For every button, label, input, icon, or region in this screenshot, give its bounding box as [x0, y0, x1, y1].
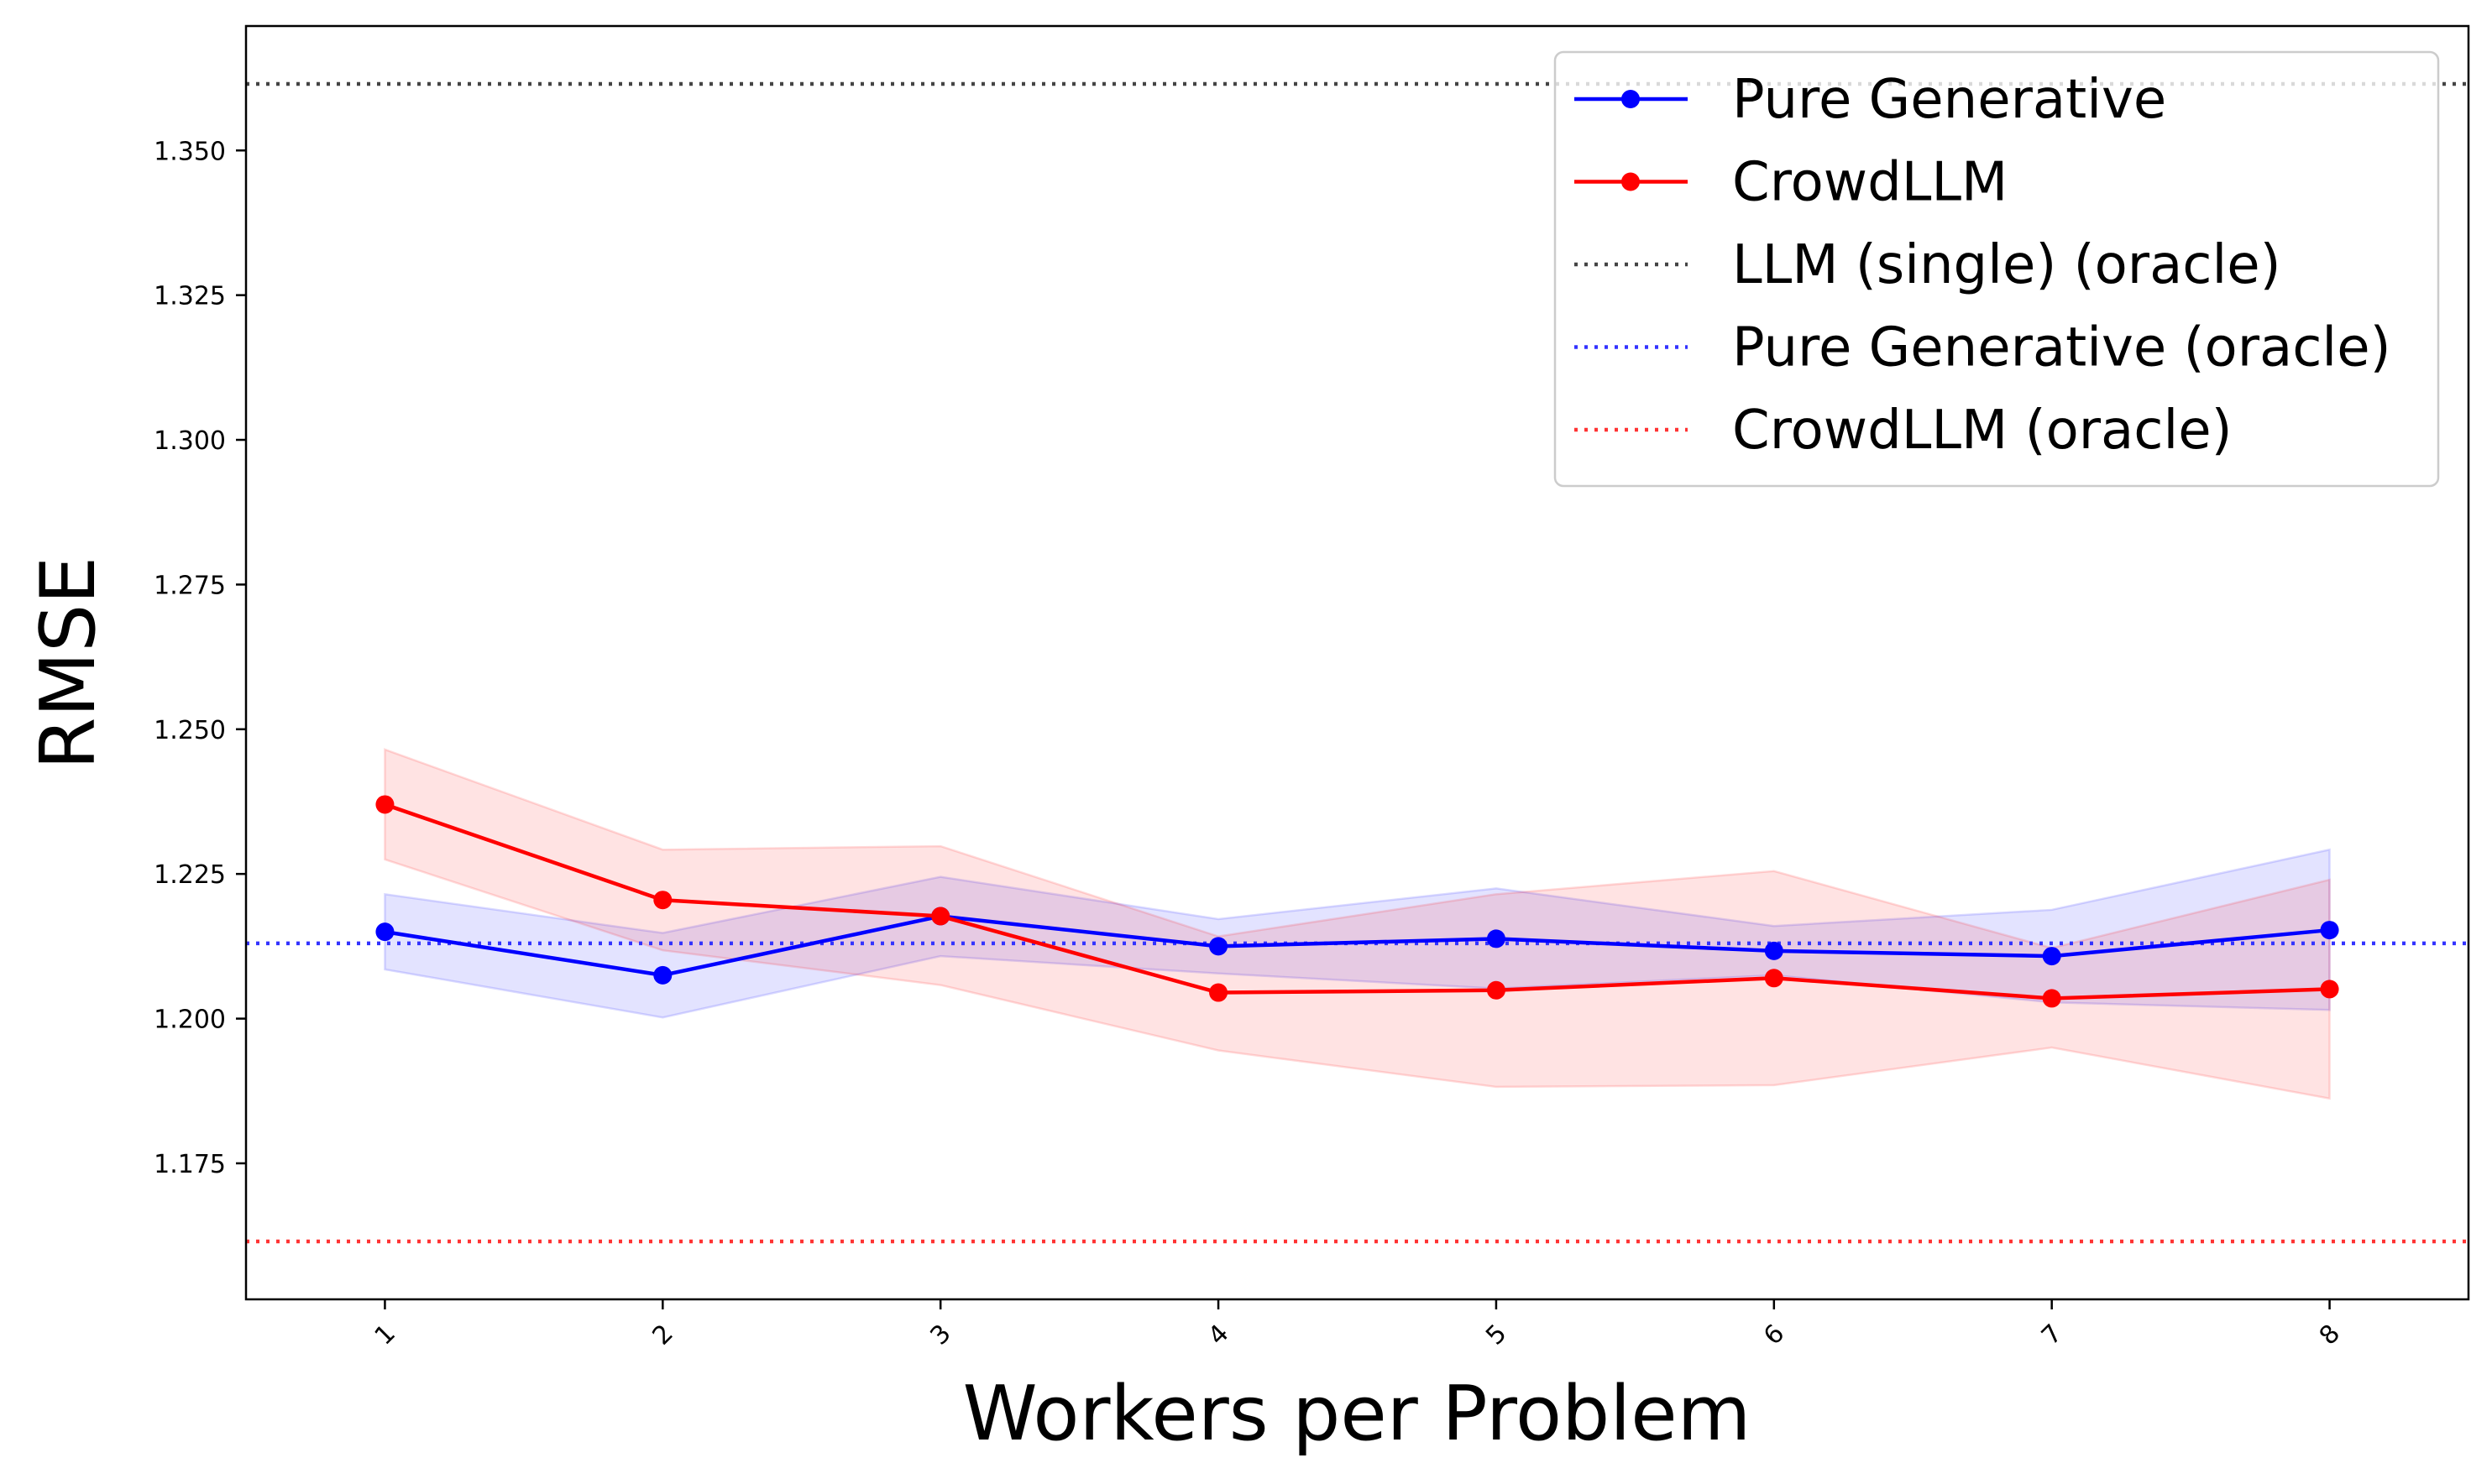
y-tick-label-4: 1.275: [154, 571, 226, 600]
data-point-1-5: [1764, 969, 1783, 988]
data-point-0-4: [1486, 929, 1505, 948]
y-tick-label-6: 1.325: [154, 282, 226, 311]
data-point-0-0: [375, 922, 395, 942]
y-tick-label-5: 1.300: [154, 426, 226, 456]
data-point-1-1: [653, 891, 673, 910]
y-tick-label-1: 1.200: [154, 1006, 226, 1035]
y-tick-label-0: 1.175: [154, 1150, 226, 1179]
legend: Pure Generative CrowdLLM LLM (single) (ora…: [1553, 50, 2440, 488]
plot-frame: [244, 24, 2470, 1301]
x-axis-title: Workers per Problem: [963, 1370, 1751, 1458]
data-point-1-0: [375, 795, 395, 814]
legend-label-2: LLM (single) (oracle): [1732, 234, 2281, 296]
data-point-0-7: [2320, 921, 2339, 940]
series-line-1: [384, 802, 2330, 1001]
confidence-bands: [384, 748, 2331, 1100]
legend-label-0: Pure Generative: [1732, 69, 2166, 131]
y-tick-label-2: 1.225: [154, 860, 226, 890]
series-lines: [375, 795, 2339, 1008]
legend-label-3: Pure Generative (oracle): [1732, 317, 2391, 379]
data-point-0-5: [1764, 941, 1783, 960]
data-point-0-1: [653, 965, 673, 985]
confidence-band-1: [384, 748, 2331, 1100]
data-point-1-2: [931, 907, 950, 926]
data-point-0-3: [1209, 937, 1228, 956]
data-point-1-4: [1486, 980, 1505, 1000]
data-point-1-6: [2042, 989, 2061, 1008]
data-point-1-3: [1209, 983, 1228, 1002]
data-point-1-7: [2320, 980, 2339, 999]
confidence-band-0: [384, 848, 2331, 1019]
legend-marker-0: [1621, 90, 1640, 108]
y-axis-title: RMSE: [24, 556, 113, 770]
legend-frame: [1553, 50, 2440, 488]
y-axis: 1.175 1.200 1.225 1.250 1.275 1.300 1.325 1.350: [154, 137, 246, 1179]
legend-label-1: CrowdLLM: [1732, 152, 2008, 214]
series-line-0: [385, 914, 2330, 978]
data-point-0-6: [2042, 947, 2061, 966]
legend-marker-1: [1621, 172, 1640, 191]
legend-label-4: CrowdLLM (oracle): [1732, 400, 2233, 462]
y-tick-label-7: 1.350: [154, 137, 226, 166]
y-tick-label-3: 1.250: [154, 716, 226, 745]
